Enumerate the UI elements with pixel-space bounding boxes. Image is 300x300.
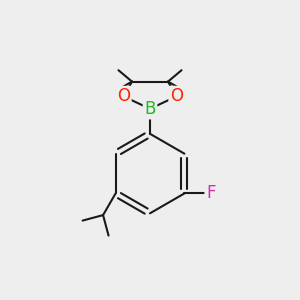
Text: F: F bbox=[206, 184, 216, 202]
Text: O: O bbox=[170, 87, 183, 105]
Text: O: O bbox=[117, 87, 130, 105]
Text: B: B bbox=[144, 100, 156, 118]
